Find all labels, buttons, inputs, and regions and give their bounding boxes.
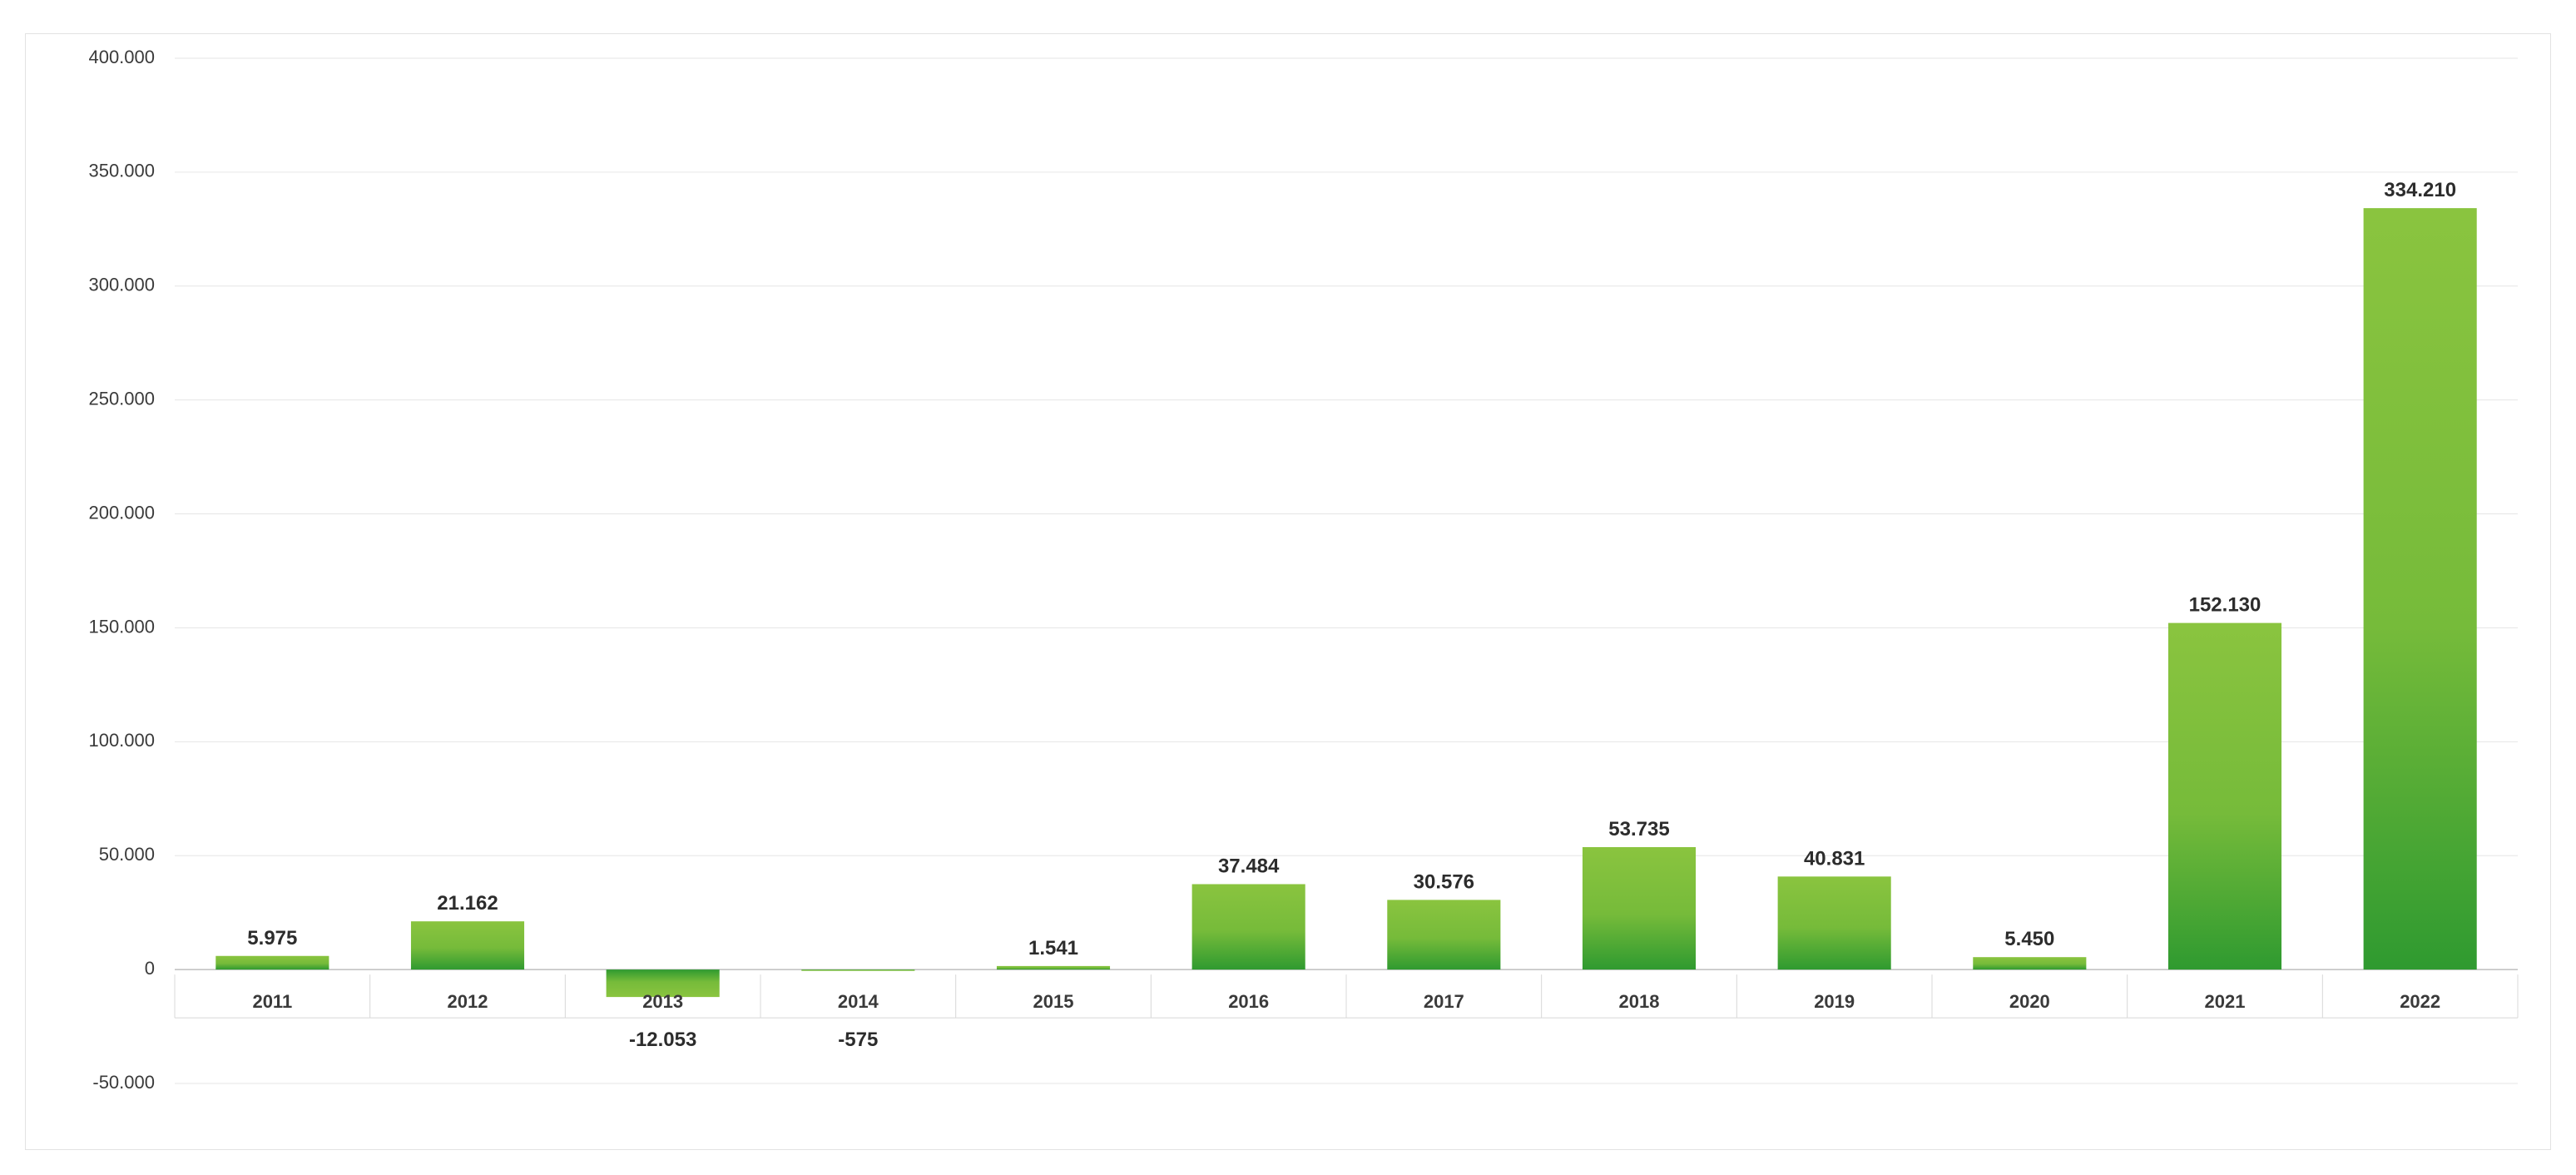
bar [2364, 208, 2477, 969]
y-tick-label: 350.000 [88, 161, 155, 181]
bar [215, 956, 329, 969]
y-tick-label: 100.000 [88, 730, 155, 751]
x-tick-label: 2019 [1814, 991, 1855, 1012]
bar [801, 969, 914, 971]
y-tick-label: 250.000 [88, 388, 155, 409]
data-label: 5.450 [2004, 928, 2054, 950]
data-label: 1.541 [1028, 937, 1078, 959]
y-tick-label: 150.000 [88, 616, 155, 637]
y-tick-label: 0 [145, 958, 155, 979]
data-label: 152.130 [2189, 594, 2261, 617]
x-tick-label: 2017 [1424, 991, 1464, 1012]
bar [411, 921, 524, 969]
x-tick-label: 2011 [252, 991, 292, 1012]
data-label: 5.975 [247, 927, 297, 949]
x-tick-label: 2014 [838, 991, 879, 1012]
x-tick-label: 2020 [2009, 991, 2050, 1012]
bar [1973, 957, 2086, 969]
y-tick-label: 400.000 [88, 47, 155, 67]
y-tick-label: 200.000 [88, 502, 155, 523]
data-label: -12.053 [629, 1029, 696, 1051]
x-tick-label: 2015 [1033, 991, 1074, 1012]
bar-chart: -50.000 0 50.000 100.000 150.000 200.000 250.0… [25, 33, 2551, 1150]
chart-border [26, 34, 2551, 1150]
x-tick-label: 2013 [642, 991, 683, 1012]
bar [1583, 847, 1696, 969]
data-label: 37.484 [1218, 855, 1280, 877]
x-tick-label: 2016 [1228, 991, 1269, 1012]
data-label: 30.576 [1414, 870, 1474, 893]
bar [1778, 876, 1891, 969]
data-label: 40.831 [1804, 847, 1865, 870]
bar [1387, 900, 1500, 969]
y-tick-label: 300.000 [88, 275, 155, 295]
data-label: 21.162 [437, 892, 498, 915]
x-tick-label: 2021 [2205, 991, 2246, 1012]
data-label: 334.210 [2384, 179, 2456, 201]
y-tick-label: 50.000 [99, 844, 155, 865]
y-tick-label: -50.000 [92, 1072, 155, 1093]
data-label: -575 [838, 1029, 878, 1051]
x-tick-label: 2022 [2400, 991, 2440, 1012]
chart-outer-padding: -50.000 0 50.000 100.000 150.000 200.000 250.0… [0, 0, 2576, 1175]
data-label: 53.735 [1608, 818, 1669, 840]
x-tick-label: 2018 [1619, 991, 1660, 1012]
bar [997, 966, 1110, 969]
bar [2168, 623, 2281, 969]
x-tick-label: 2012 [448, 991, 488, 1012]
bar [1192, 884, 1305, 969]
